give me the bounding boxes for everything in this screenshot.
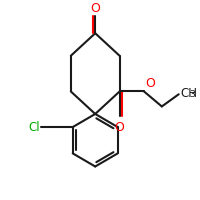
Text: O: O bbox=[115, 121, 125, 134]
Text: O: O bbox=[145, 77, 155, 90]
Text: Cl: Cl bbox=[28, 121, 40, 134]
Text: 3: 3 bbox=[189, 90, 195, 99]
Text: O: O bbox=[90, 2, 100, 15]
Text: CH: CH bbox=[181, 87, 198, 100]
